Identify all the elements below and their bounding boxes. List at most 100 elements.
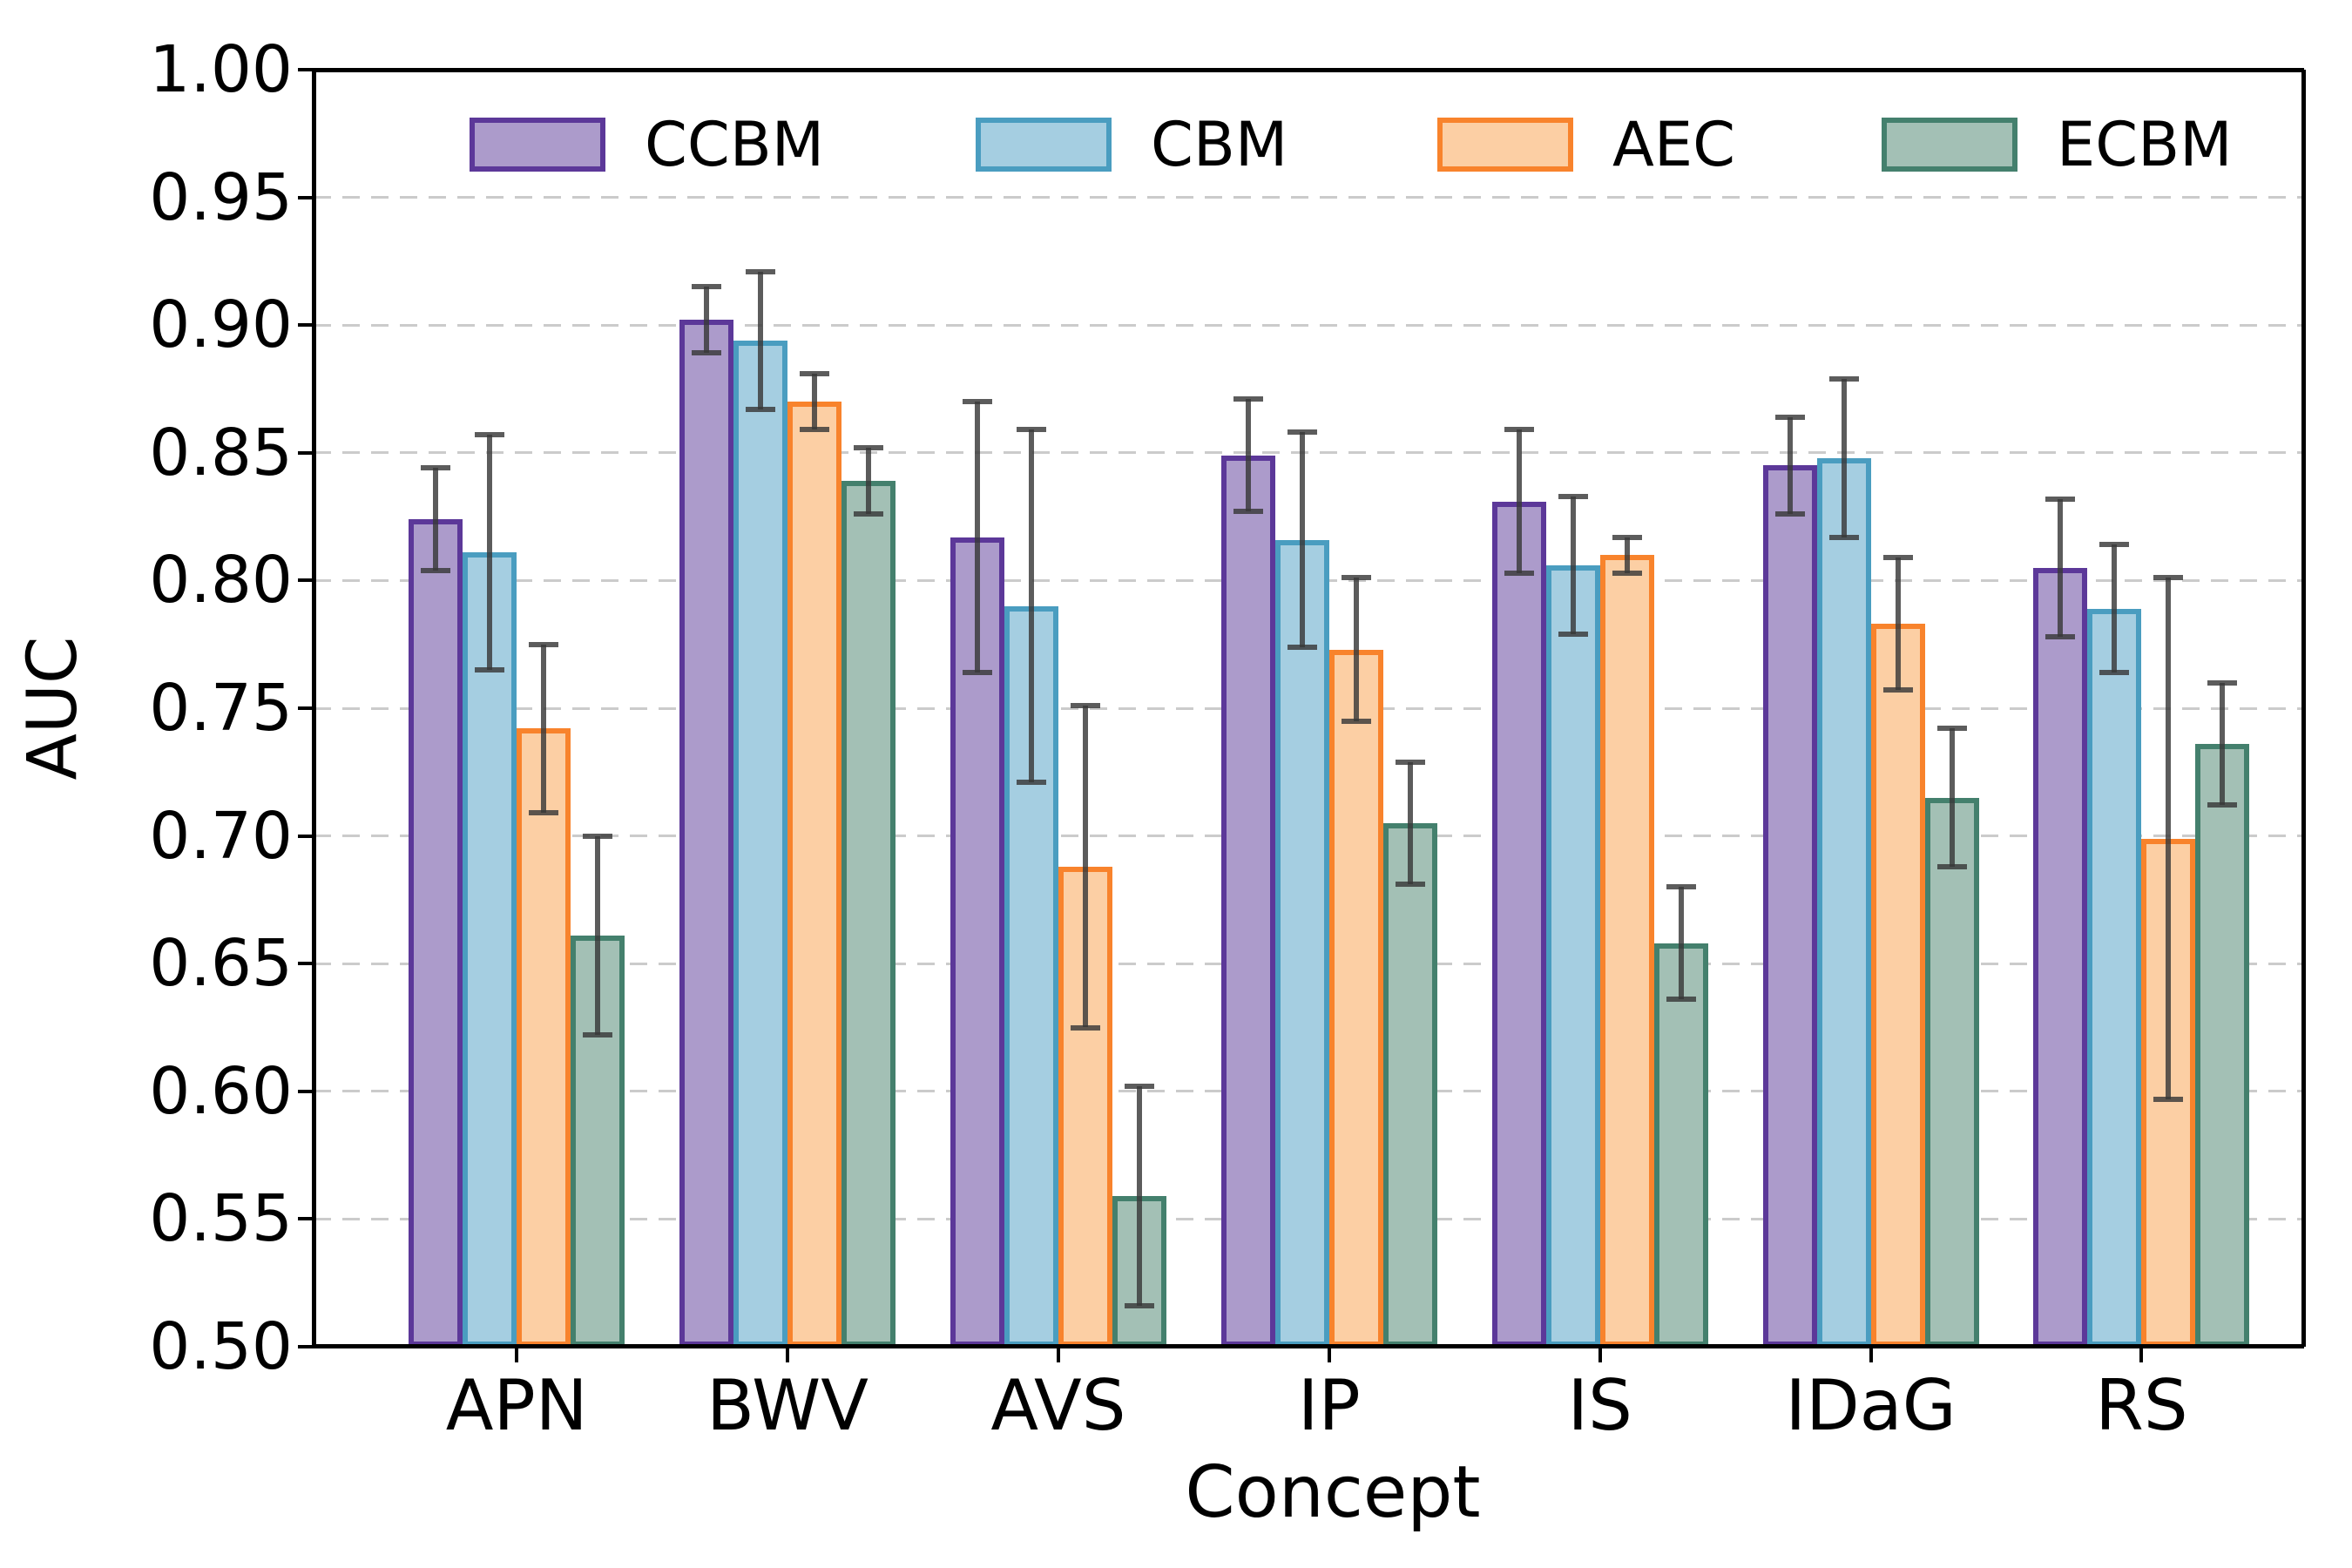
x-tick	[1869, 1347, 1873, 1362]
y-tick-label: 0.95	[149, 159, 293, 235]
legend-label-cbm: CBM	[1151, 109, 1288, 180]
y-tick	[298, 962, 314, 966]
error-bar	[433, 468, 439, 571]
y-tick-label: 0.60	[149, 1053, 293, 1129]
bar-ecbm-bwv	[841, 481, 896, 1347]
error-bar-cap-top	[1612, 534, 1642, 540]
error-bar-cap-bottom	[800, 427, 830, 433]
x-tick-label: RS	[2095, 1365, 2188, 1446]
error-bar	[1245, 399, 1251, 512]
error-bar-cap-top	[962, 399, 992, 405]
error-bar-cap-bottom	[1124, 1303, 1154, 1309]
error-bar-cap-bottom	[1287, 644, 1317, 650]
error-bar-cap-bottom	[2207, 802, 2238, 808]
x-tick-label: IDaG	[1785, 1365, 1957, 1446]
bar-ecbm-ip	[1382, 822, 1437, 1347]
error-bar	[487, 435, 493, 670]
error-bar-cap-bottom	[1504, 570, 1534, 576]
legend-swatch-aec	[1437, 118, 1573, 172]
error-bar-cap-bottom	[1666, 997, 1696, 1003]
error-bar-cap-bottom	[1395, 882, 1425, 888]
x-tick-label: AVS	[990, 1365, 1126, 1446]
error-bar-cap-top	[1936, 726, 1967, 732]
bar-ccbm-ip	[1220, 455, 1275, 1347]
error-bar	[1678, 887, 1684, 1000]
error-bar	[1949, 728, 1955, 867]
error-bar-cap-bottom	[1016, 780, 1046, 786]
y-tick-label: 0.70	[149, 798, 293, 874]
error-bar-cap-top	[1774, 414, 1805, 420]
error-bar-cap-bottom	[1070, 1024, 1100, 1031]
error-bar-cap-bottom	[962, 669, 992, 675]
error-bar-cap-top	[1504, 427, 1534, 433]
bar-ccbm-rs	[2033, 567, 2088, 1347]
error-bar	[2220, 682, 2226, 806]
error-bar	[1082, 706, 1088, 1028]
y-tick	[298, 323, 314, 328]
y-tick	[298, 834, 314, 838]
error-bar-cap-bottom	[475, 667, 505, 673]
y-tick-label: 0.75	[149, 671, 293, 746]
error-bar-cap-top	[800, 370, 830, 376]
error-bar-cap-bottom	[529, 810, 559, 816]
error-bar-cap-bottom	[1828, 534, 1859, 540]
bar-aec-bwv	[787, 402, 842, 1347]
error-bar-cap-top	[421, 465, 451, 471]
error-bar-cap-bottom	[1233, 509, 1263, 515]
error-bar-cap-bottom	[583, 1032, 613, 1038]
error-bar-cap-top	[2207, 679, 2238, 686]
legend-label-ccbm: CCBM	[645, 109, 825, 180]
bar-aec-ip	[1328, 649, 1383, 1347]
error-bar-cap-bottom	[2045, 633, 2076, 639]
error-bar	[1787, 416, 1793, 515]
error-bar	[541, 644, 547, 814]
bar-cbm-bwv	[733, 340, 788, 1347]
error-bar	[2166, 578, 2172, 1099]
error-bar-cap-top	[475, 432, 505, 438]
error-bar-cap-bottom	[854, 511, 884, 517]
error-bar-cap-top	[1341, 575, 1371, 581]
error-bar	[974, 402, 980, 672]
bar-ccbm-idag	[1762, 465, 1817, 1347]
error-bar-cap-bottom	[746, 406, 776, 412]
y-tick	[298, 578, 314, 583]
bar-cbm-ip	[1274, 539, 1329, 1347]
bar-aec-idag	[1870, 624, 1925, 1347]
error-bar-cap-top	[2045, 496, 2076, 502]
error-bar-cap-top	[2153, 575, 2184, 581]
error-bar	[1407, 761, 1413, 885]
y-tick-label: 1.00	[149, 32, 293, 107]
x-tick	[1056, 1347, 1060, 1362]
error-bar-cap-top	[1882, 555, 1913, 560]
y-tick	[298, 450, 314, 455]
error-bar	[812, 373, 818, 430]
error-bar-cap-top	[1828, 375, 1859, 382]
y-tick	[298, 195, 314, 199]
x-axis-label: Concept	[1185, 1451, 1481, 1534]
y-tick	[298, 706, 314, 710]
legend-swatch-ecbm	[1882, 118, 2017, 172]
error-bar	[2112, 544, 2118, 672]
error-bar	[1299, 432, 1305, 647]
error-bar	[704, 287, 710, 354]
error-bar	[1570, 496, 1576, 634]
y-tick-label: 0.55	[149, 1181, 293, 1257]
y-tick-label: 0.90	[149, 287, 293, 363]
plot-area	[312, 68, 2306, 1348]
error-bar-cap-top	[529, 641, 559, 647]
bar-ecbm-rs	[2195, 744, 2250, 1347]
legend-swatch-ccbm	[470, 118, 605, 172]
gridline	[314, 196, 2304, 199]
error-bar-cap-bottom	[1341, 718, 1371, 724]
error-bar-cap-top	[583, 833, 613, 839]
x-tick	[786, 1347, 790, 1362]
y-tick-label: 0.65	[149, 926, 293, 1002]
error-bar-cap-bottom	[1558, 631, 1588, 637]
error-bar	[758, 271, 764, 409]
error-bar	[1516, 429, 1522, 573]
error-bar-cap-top	[1016, 427, 1046, 433]
error-bar-cap-top	[1666, 884, 1696, 890]
bar-cbm-rs	[2087, 608, 2142, 1347]
error-bar	[1028, 429, 1034, 783]
